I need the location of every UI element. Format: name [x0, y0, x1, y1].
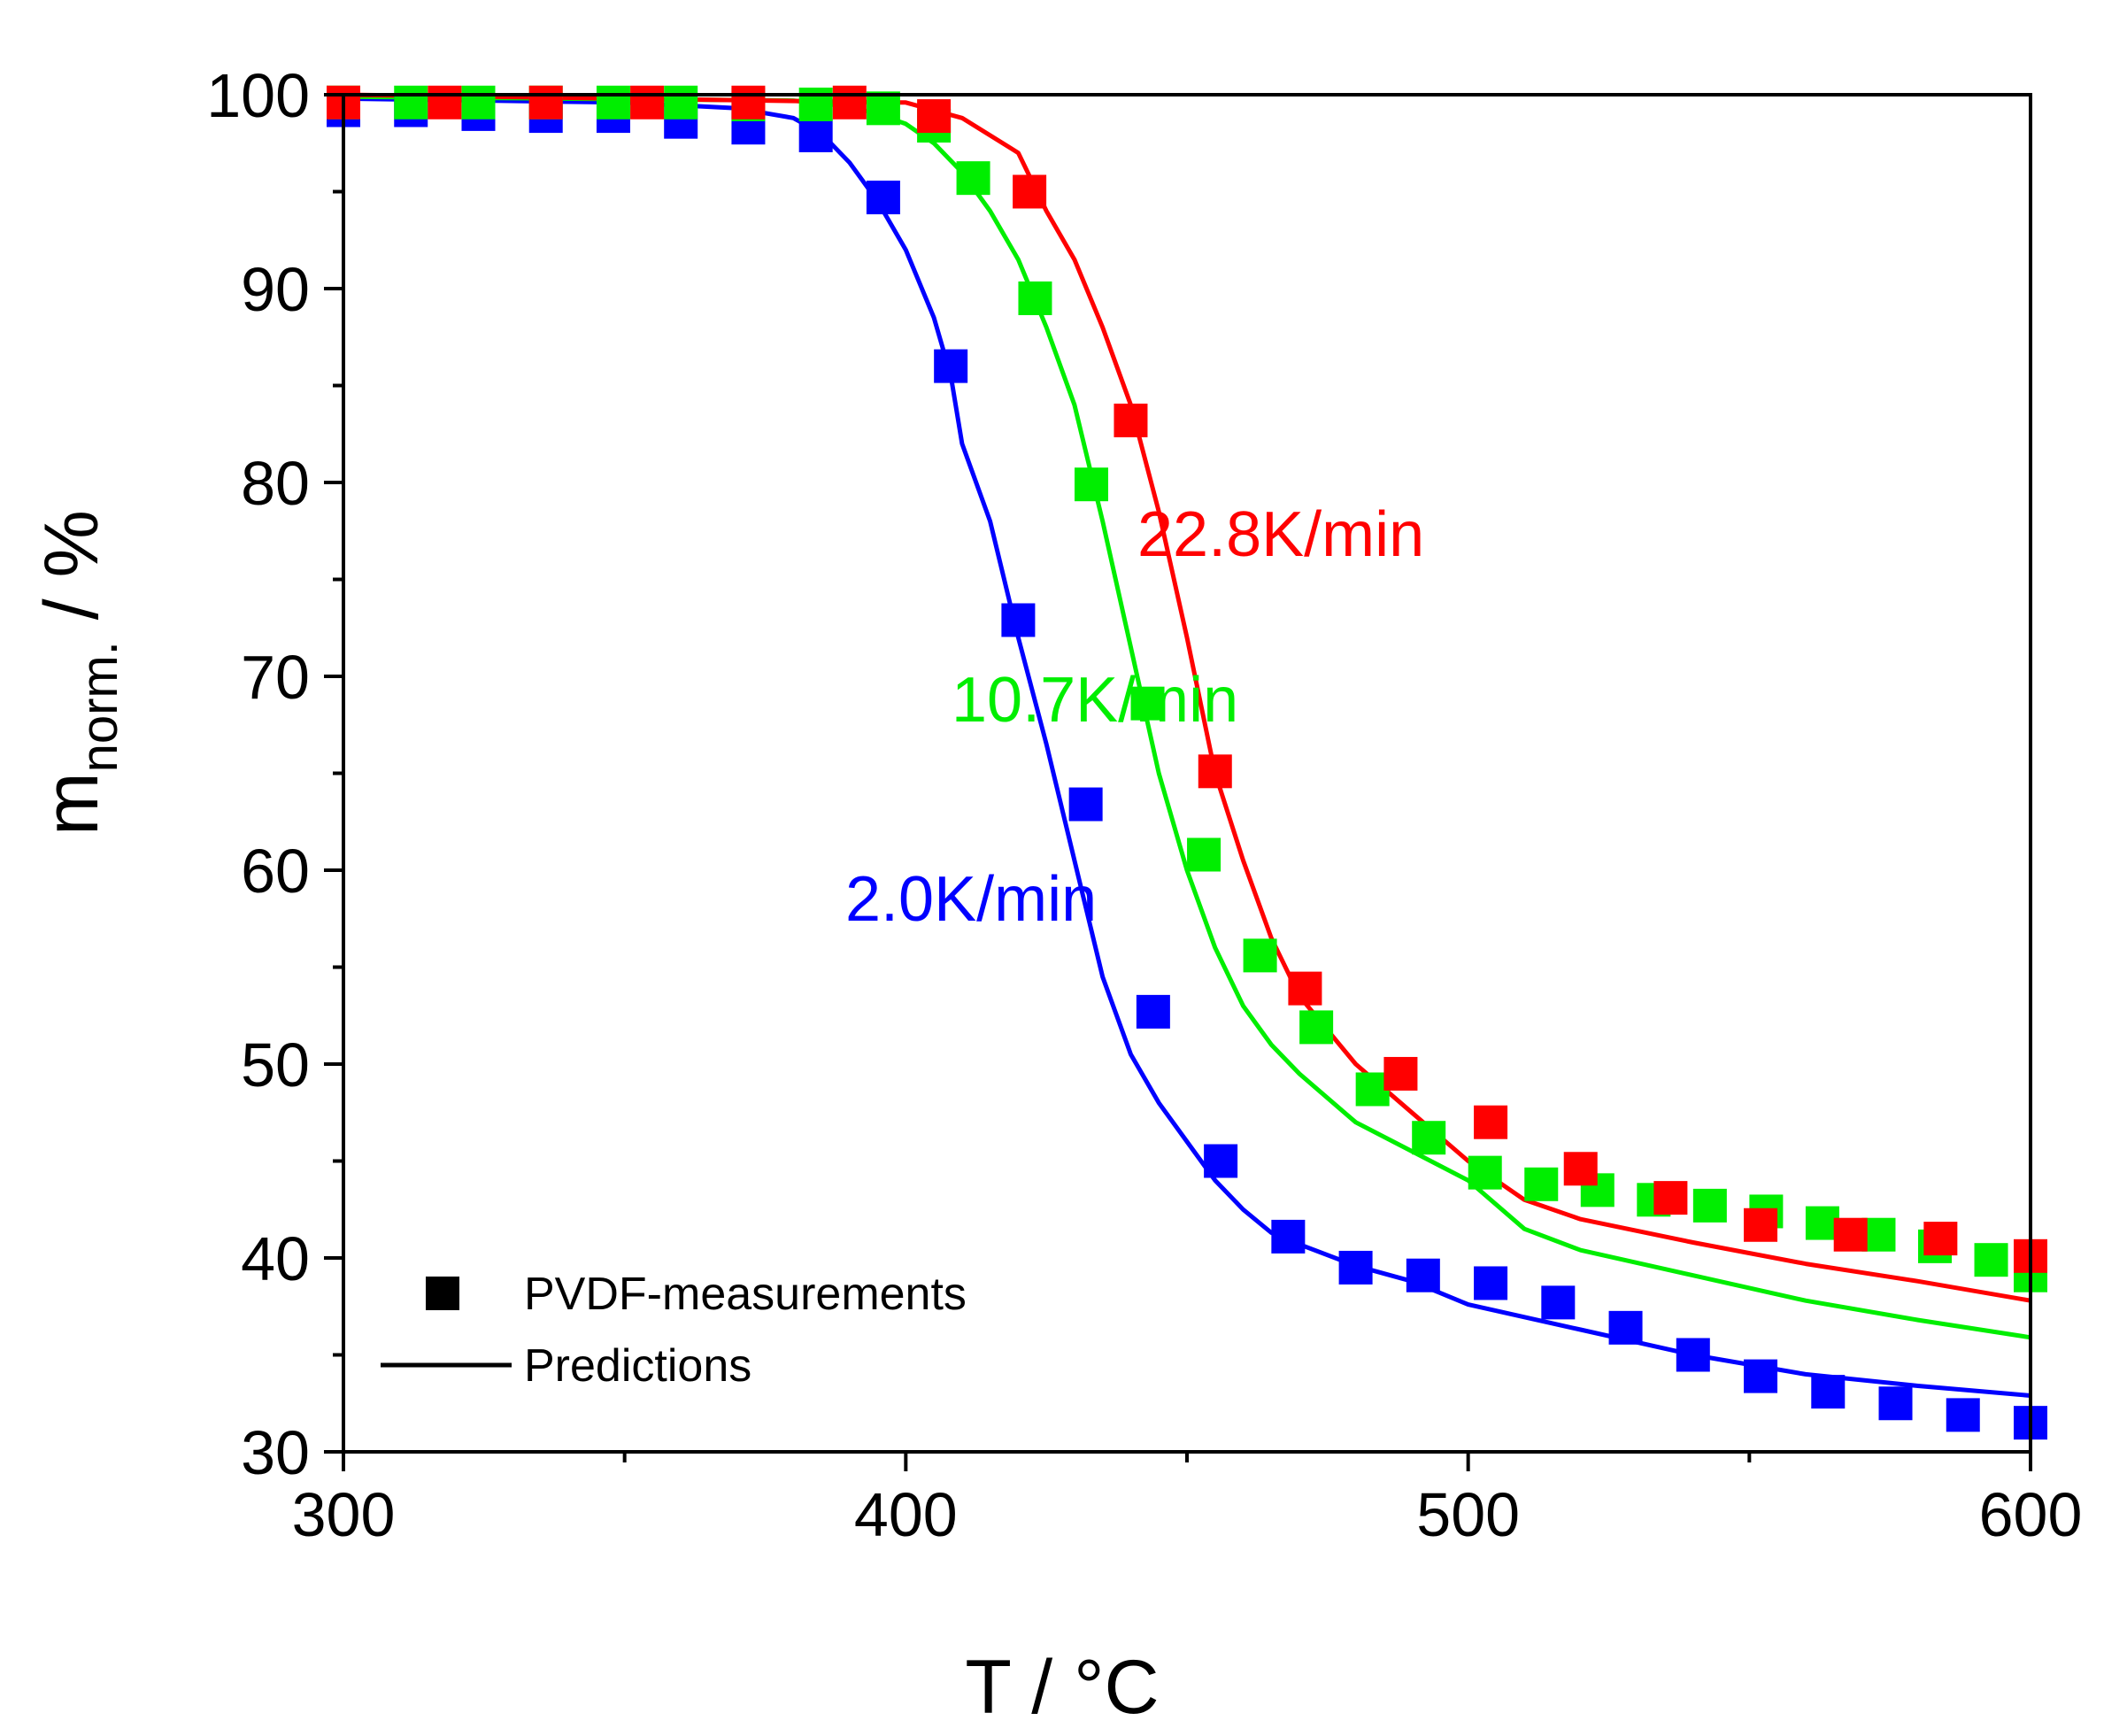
measurement-point-10-7k-min [1187, 837, 1221, 872]
measurement-point-22-8k-min [1833, 1217, 1868, 1252]
x-tick-label: 500 [1416, 1480, 1520, 1549]
measurement-point-10-7k-min [1692, 1188, 1727, 1223]
y-axis-title-main: m [29, 772, 114, 836]
measurement-point-22-8k-min [1383, 1056, 1418, 1091]
y-tick-label: 100 [206, 61, 310, 130]
measurement-point-22-8k-min [1114, 403, 1148, 437]
measurement-point-10-7k-min [1524, 1167, 1559, 1201]
annotation-2-0k-min: 2.0K/min [845, 864, 1097, 935]
measurement-point-22-8k-min [1288, 971, 1322, 1006]
measurement-point-22-8k-min [1923, 1222, 1958, 1256]
measurement-point-10-7k-min [1299, 1010, 1334, 1045]
y-axis-title: mnorm. / % [29, 510, 128, 836]
x-axis-title: T / °C [965, 1645, 1159, 1730]
measurement-point-2-0k-min [1204, 1144, 1238, 1178]
y-tick-label: 90 [241, 255, 310, 324]
measurement-point-10-7k-min [1974, 1243, 2008, 1277]
measurement-point-2-0k-min [1001, 603, 1036, 637]
legend: PVDF-measurements Predictions [381, 1269, 967, 1392]
measurement-point-10-7k-min [1130, 686, 1165, 721]
legend-label-measurements: PVDF-measurements [524, 1269, 967, 1320]
y-axis-title-suffix: / % [29, 510, 114, 641]
y-axis-title-subscript: norm. [71, 641, 128, 772]
measurement-point-10-7k-min [461, 85, 496, 120]
y-tick-label: 80 [241, 449, 310, 518]
annotation-22-8k-min: 22.8K/min [1137, 499, 1424, 570]
x-axis-ticks: 300 400 500 600 [292, 1452, 2083, 1549]
measurement-point-2-0k-min [866, 181, 900, 215]
x-tick-label: 600 [1979, 1480, 2083, 1549]
measurement-point-22-8k-min [1474, 1105, 1508, 1139]
measurement-point-2-0k-min [1541, 1285, 1576, 1320]
measurement-point-2-0k-min [1474, 1266, 1508, 1300]
measurement-point-22-8k-min [1653, 1181, 1688, 1215]
measurement-point-10-7k-min [1468, 1155, 1502, 1190]
measurement-point-2-0k-min [798, 118, 833, 152]
y-tick-label: 60 [241, 837, 310, 906]
legend-label-predictions: Predictions [524, 1340, 751, 1392]
measurement-point-10-7k-min [1355, 1072, 1390, 1107]
measurement-point-2-0k-min [1744, 1359, 1778, 1393]
measurements-layer [327, 85, 2047, 1440]
measurement-point-22-8k-min [1563, 1152, 1598, 1186]
measurement-point-10-7k-min [1861, 1217, 1896, 1252]
legend-marker-square [426, 1277, 459, 1310]
measurement-point-22-8k-min [917, 99, 952, 134]
plot-frame [342, 93, 2032, 1454]
measurement-point-22-8k-min [630, 85, 665, 120]
measurement-point-22-8k-min [832, 85, 867, 120]
measurement-point-22-8k-min [731, 85, 766, 120]
measurement-point-10-7k-min [1243, 938, 1277, 973]
y-tick-label: 30 [241, 1418, 310, 1487]
y-tick-label: 70 [241, 643, 310, 712]
measurement-point-2-0k-min [1946, 1398, 1980, 1432]
y-axis-ticks: 30 40 50 60 70 80 90 100 [206, 61, 343, 1487]
measurement-point-2-0k-min [1878, 1386, 1913, 1421]
measurement-point-2-0k-min [1068, 787, 1103, 822]
measurement-point-2-0k-min [1338, 1250, 1373, 1285]
prediction-line-2-0k-min [343, 96, 2031, 1398]
measurement-point-2-0k-min [1811, 1375, 1846, 1409]
measurement-point-10-7k-min [1074, 467, 1108, 502]
y-tick-label: 40 [241, 1224, 310, 1293]
measurement-point-22-8k-min [528, 85, 563, 120]
measurement-point-10-7k-min [1018, 281, 1052, 315]
measurement-point-10-7k-min [866, 91, 900, 126]
plot-area [327, 85, 2047, 1440]
measurement-point-22-8k-min [428, 85, 462, 120]
y-tick-label: 50 [241, 1030, 310, 1099]
measurement-point-10-7k-min [394, 85, 428, 120]
measurement-point-22-8k-min [1013, 174, 1047, 209]
measurement-point-10-7k-min [596, 85, 630, 120]
measurement-point-22-8k-min [1198, 754, 1232, 789]
series-annotations: 22.8K/min 10.7K/min 2.0K/min [845, 499, 1424, 935]
x-tick-label: 300 [292, 1480, 396, 1549]
measurement-point-10-7k-min [798, 87, 833, 121]
measurement-point-10-7k-min [1805, 1206, 1839, 1240]
annotation-10-7k-min: 10.7K/min [952, 665, 1238, 736]
measurement-point-10-7k-min [1412, 1121, 1446, 1155]
measurement-point-2-0k-min [1271, 1219, 1306, 1254]
measurement-point-2-0k-min [1406, 1258, 1440, 1292]
measurement-point-2-0k-min [1136, 994, 1170, 1029]
measurement-point-2-0k-min [1676, 1338, 1710, 1372]
measurement-point-2-0k-min [934, 349, 968, 383]
measurement-point-2-0k-min [1608, 1310, 1643, 1345]
measurement-point-10-7k-min [956, 161, 990, 196]
measurement-point-22-8k-min [1744, 1207, 1778, 1242]
measurement-point-10-7k-min [664, 85, 698, 120]
x-tick-label: 400 [854, 1480, 958, 1549]
